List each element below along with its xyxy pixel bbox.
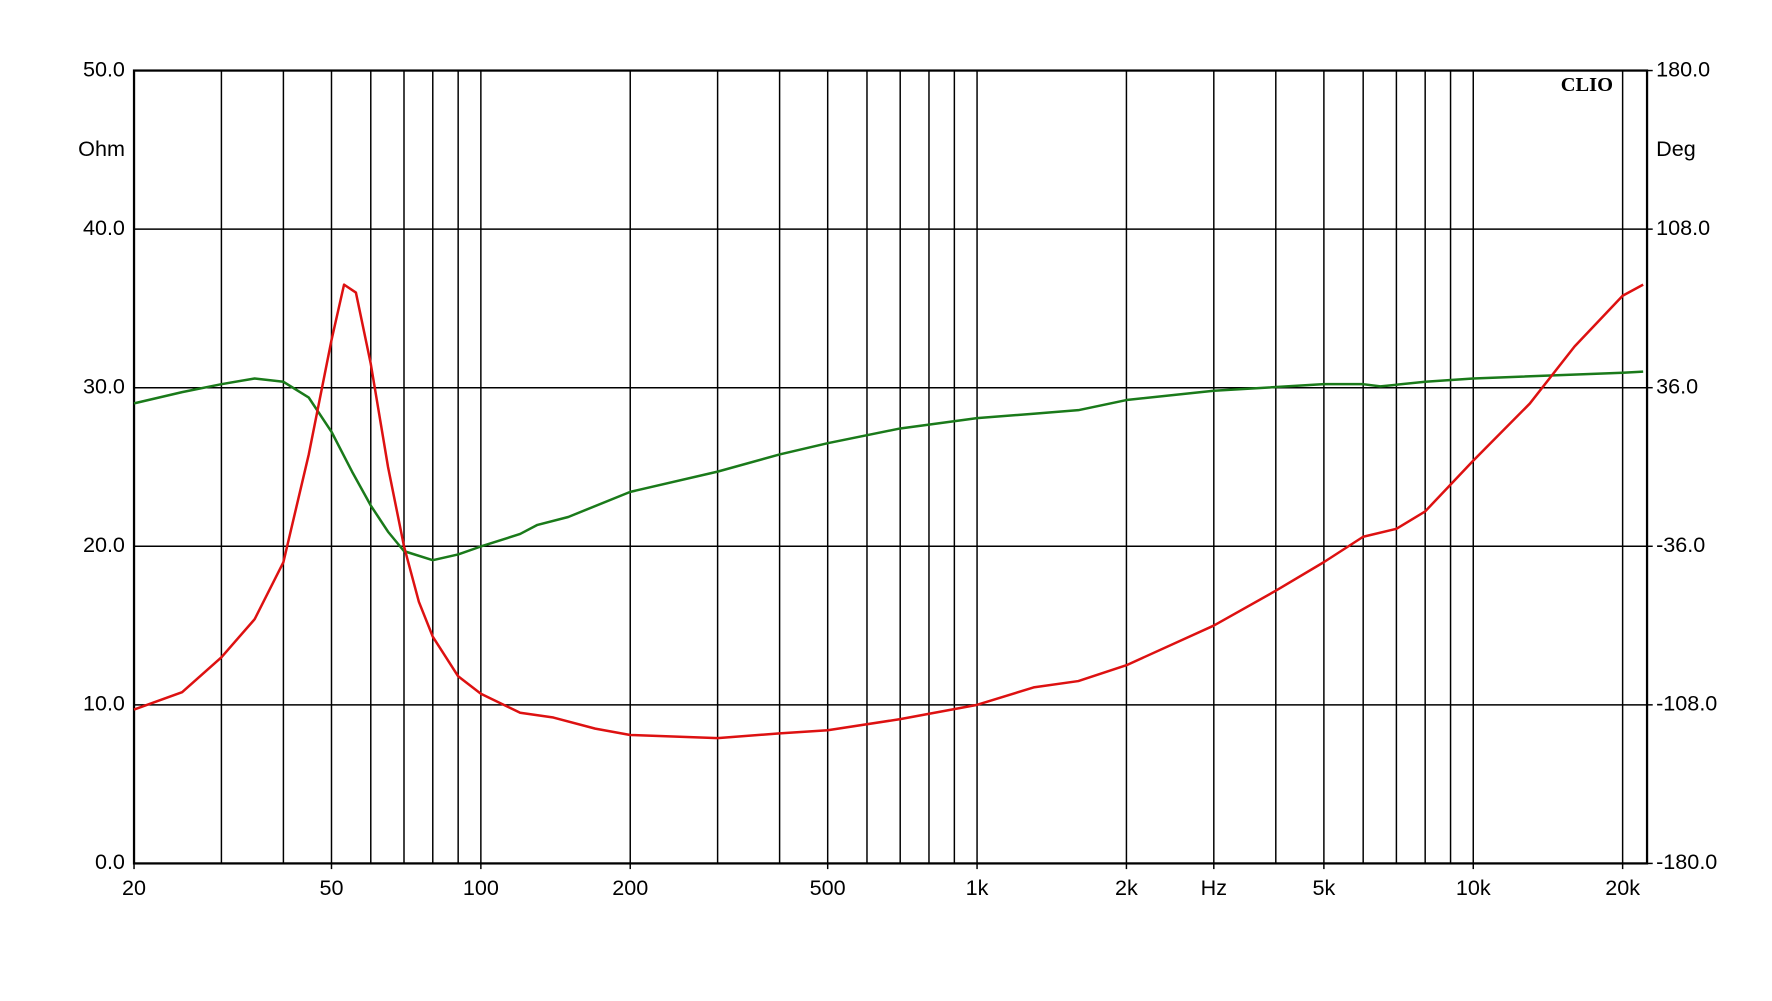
y-tick-label: 0.0 <box>95 849 125 874</box>
x-tick-label: 20k <box>1605 875 1640 900</box>
x-tick-label: 100 <box>463 875 499 900</box>
y2-tick-label: -108.0 <box>1656 691 1717 716</box>
y2-tick-label: -36.0 <box>1656 532 1705 557</box>
plot-frame <box>132 69 1649 865</box>
y-tick-label: 20.0 <box>83 532 125 557</box>
y-tick-label: 40.0 <box>83 215 125 240</box>
y-tick-label: 50.0 <box>83 56 125 81</box>
y-axis-label: Ohm <box>78 136 125 161</box>
y-tick-label: 10.0 <box>83 691 125 716</box>
x-tick-label: Hz <box>1201 875 1227 900</box>
x-tick-label: 200 <box>612 875 648 900</box>
x-tick-label: 1k <box>966 875 989 900</box>
x-tick-label: 2k <box>1115 875 1138 900</box>
y2-tick-label: 108.0 <box>1656 215 1710 240</box>
x-tick-label: 10k <box>1456 875 1491 900</box>
x-tick-label: 500 <box>810 875 846 900</box>
y2-tick-label: -180.0 <box>1656 849 1717 874</box>
series-line <box>133 283 1644 740</box>
watermark: CLIO <box>1561 74 1613 96</box>
y-tick-label: 30.0 <box>83 373 125 398</box>
y2-tick-label: 36.0 <box>1656 373 1698 398</box>
x-tick-label: 20 <box>122 875 146 900</box>
y2-axis-label: Deg <box>1656 136 1696 161</box>
x-tick-label: 50 <box>319 875 343 900</box>
y2-tick-label: 180.0 <box>1656 56 1710 81</box>
x-tick-label: 5k <box>1312 875 1335 900</box>
series-line <box>133 370 1644 562</box>
